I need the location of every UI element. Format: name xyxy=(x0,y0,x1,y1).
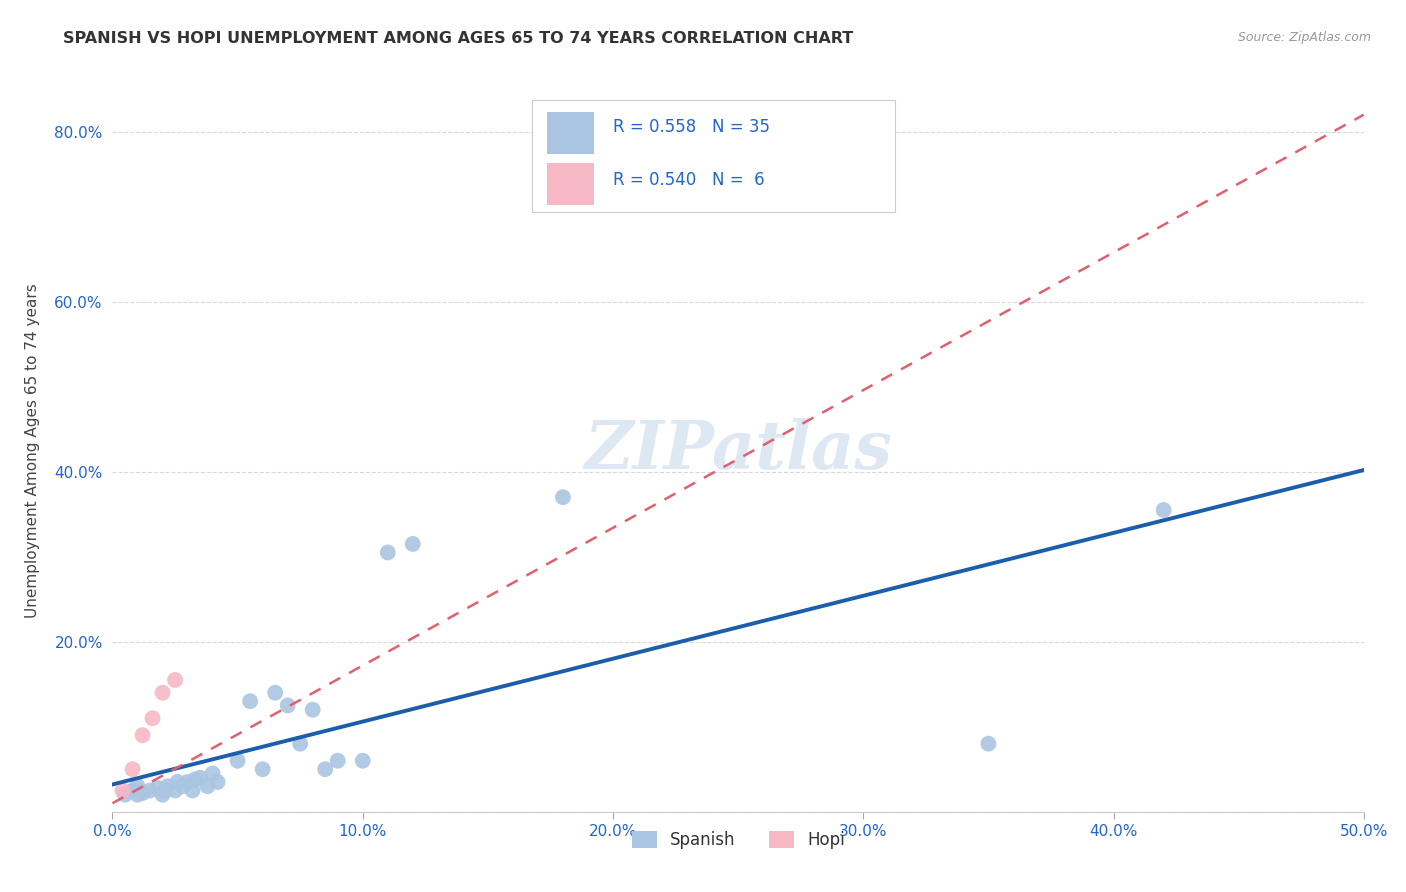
Point xyxy=(181,783,204,797)
Text: ZIPatlas: ZIPatlas xyxy=(585,418,891,483)
Point xyxy=(314,762,336,776)
Point xyxy=(197,779,219,793)
Point xyxy=(264,686,287,700)
Point xyxy=(152,686,174,700)
Point xyxy=(163,783,186,797)
Point xyxy=(977,737,1000,751)
Point xyxy=(111,783,134,797)
Point xyxy=(252,762,274,776)
Point xyxy=(290,737,312,751)
Text: R = 0.558   N = 35: R = 0.558 N = 35 xyxy=(613,119,770,136)
Point xyxy=(127,788,149,802)
Point xyxy=(201,766,224,780)
Point xyxy=(207,775,229,789)
Text: SPANISH VS HOPI UNEMPLOYMENT AMONG AGES 65 TO 74 YEARS CORRELATION CHART: SPANISH VS HOPI UNEMPLOYMENT AMONG AGES … xyxy=(63,31,853,46)
Bar xyxy=(547,112,595,154)
Legend: Spanish, Hopi: Spanish, Hopi xyxy=(623,822,853,857)
Point xyxy=(141,711,163,725)
Point xyxy=(156,779,179,793)
Point xyxy=(146,780,169,795)
Y-axis label: Unemployment Among Ages 65 to 74 years: Unemployment Among Ages 65 to 74 years xyxy=(25,283,41,618)
Point xyxy=(377,545,399,559)
Point xyxy=(239,694,262,708)
Point xyxy=(551,490,574,504)
Point xyxy=(172,779,194,793)
Text: R = 0.540   N =  6: R = 0.540 N = 6 xyxy=(613,170,765,188)
Point xyxy=(152,788,174,802)
Point xyxy=(184,772,207,787)
Point xyxy=(326,754,349,768)
Point xyxy=(402,537,425,551)
Point xyxy=(1153,503,1175,517)
Point xyxy=(176,775,198,789)
Bar xyxy=(547,163,595,205)
Point xyxy=(131,786,153,800)
Point xyxy=(131,728,153,742)
Point xyxy=(277,698,299,713)
Point xyxy=(153,783,176,797)
Text: Source: ZipAtlas.com: Source: ZipAtlas.com xyxy=(1237,31,1371,45)
Point xyxy=(114,788,136,802)
Point xyxy=(127,779,149,793)
Point xyxy=(188,771,211,785)
Point xyxy=(166,775,188,789)
FancyBboxPatch shape xyxy=(531,100,894,212)
Point xyxy=(121,783,143,797)
Point xyxy=(163,673,186,687)
Point xyxy=(121,762,143,776)
Point xyxy=(352,754,374,768)
Point xyxy=(139,783,162,797)
Point xyxy=(226,754,249,768)
Point xyxy=(301,703,323,717)
